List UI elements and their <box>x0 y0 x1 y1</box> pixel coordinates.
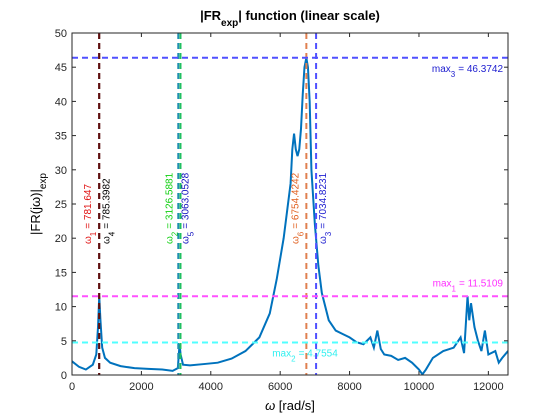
title-rest: | function (linear scale) <box>238 8 380 23</box>
marker-label-symbol: ω <box>290 236 301 244</box>
marker-label-sub: 6 <box>296 231 305 236</box>
axes-box <box>71 32 509 376</box>
max-label: max2 = 4.7554 <box>272 348 338 363</box>
title-main: |FR <box>200 8 222 23</box>
marker-label: ω6 = 6754.4242 <box>290 172 305 244</box>
x-axis-label: ω [rad/s] <box>265 398 315 413</box>
plot-area <box>72 33 508 375</box>
y-tick-label: 0 <box>61 370 67 382</box>
y-tick-label: 25 <box>55 199 67 211</box>
max-label-value: = 11.5109 <box>459 278 503 289</box>
x-tick-label: 8000 <box>337 381 361 393</box>
marker-label-symbol: ω <box>83 236 94 244</box>
title-sub: exp <box>221 18 238 29</box>
x-label-symbol: ω <box>265 398 275 413</box>
y-label-main: |FR(jω)| <box>28 189 43 235</box>
y-tick-label: 15 <box>55 267 67 279</box>
marker-label-value: = 3063.0528 <box>180 172 191 228</box>
marker-label: ω1 = 781.647 <box>83 184 98 244</box>
x-tick-label: 12000 <box>473 381 504 393</box>
marker-label-symbol: ω <box>318 236 329 244</box>
marker-label-sub: 1 <box>89 231 98 236</box>
marker-label-value: = 3126.5881 <box>164 172 175 228</box>
max-label: max1 = 11.5109 <box>433 278 504 293</box>
x-tick-label: 10000 <box>404 381 435 393</box>
y-tick-label: 20 <box>55 233 67 245</box>
max-label-value: = 4.7554 <box>299 348 339 359</box>
y-tick-label: 40 <box>55 96 67 108</box>
marker-label-symbol: ω <box>180 236 191 244</box>
marker-label-symbol: ω <box>164 236 175 244</box>
max-label-symbol: max <box>272 348 291 359</box>
y-tick-label: 5 <box>61 336 67 348</box>
y-tick-label: 45 <box>55 62 67 74</box>
marker-label-value: = 7034.8231 <box>318 172 329 228</box>
marker-label: ω5 = 3063.0528 <box>180 172 195 244</box>
max-label-sub: 2 <box>291 354 296 363</box>
marker-label-sub: 2 <box>170 231 179 236</box>
chart-title: |FRexp| function (linear scale) <box>200 8 380 29</box>
marker-label-value: = 781.647 <box>83 184 94 229</box>
max-label-sub: 1 <box>452 284 457 293</box>
marker-label: ω2 = 3126.5881 <box>164 172 179 244</box>
x-tick-label: 0 <box>69 381 75 393</box>
y-axis-label: |FR(jω)|exp <box>28 173 49 235</box>
x-label-rest: [rad/s] <box>275 398 315 413</box>
y-tick-label: 30 <box>55 165 67 177</box>
x-tick-label: 4000 <box>199 381 223 393</box>
marker-label-symbol: ω <box>101 236 112 244</box>
marker-label-value: = 6754.4242 <box>290 172 301 228</box>
marker-label-sub: 3 <box>324 231 333 236</box>
y-tick-label: 50 <box>55 28 67 40</box>
max-label: max3 = 46.3742 <box>432 64 504 79</box>
marker-label: ω4 = 785.3982 <box>101 178 116 244</box>
x-tick-label: 2000 <box>129 381 153 393</box>
max-label-sub: 3 <box>451 69 456 78</box>
max-label-symbol: max <box>432 64 451 75</box>
marker-label-value: = 785.3982 <box>101 178 112 229</box>
marker-label-sub: 5 <box>186 231 195 236</box>
marker-label-sub: 4 <box>107 231 116 236</box>
y-label-sub: exp <box>38 173 49 190</box>
max-label-symbol: max <box>433 278 452 289</box>
max-label-value: = 46.3742 <box>458 64 503 75</box>
x-tick-label: 6000 <box>268 381 292 393</box>
y-tick-label: 10 <box>55 302 67 314</box>
y-tick-label: 35 <box>55 131 67 143</box>
data-line <box>72 57 508 375</box>
marker-label: ω3 = 7034.8231 <box>318 172 333 244</box>
